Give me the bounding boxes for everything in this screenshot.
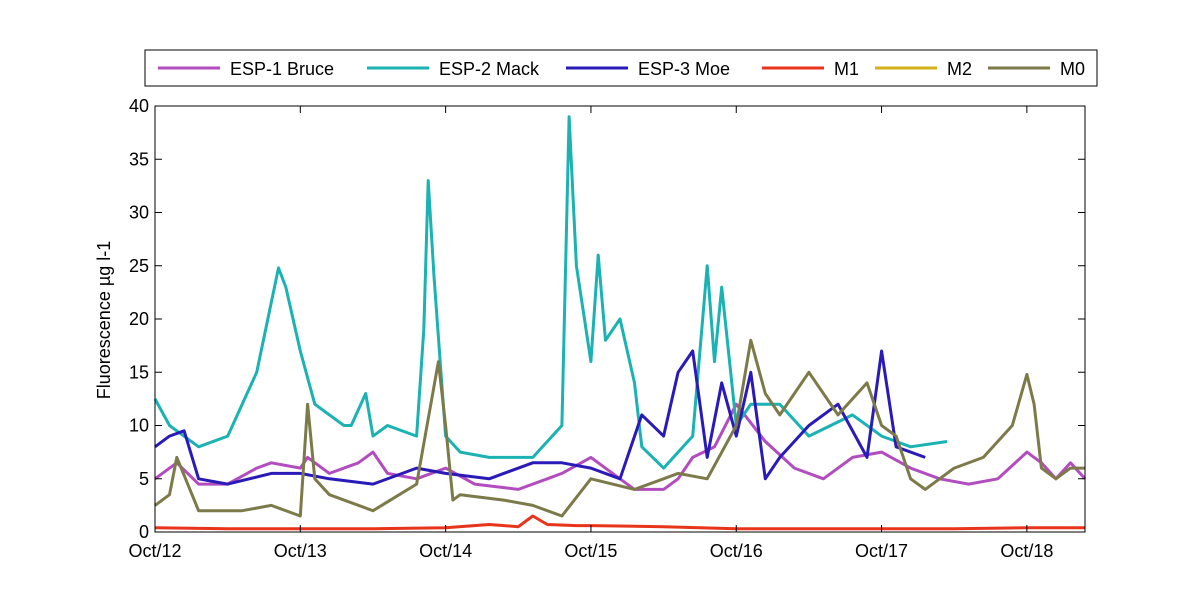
y-tick-label-7: 35 [129, 149, 149, 169]
y-tick-label-3: 15 [129, 362, 149, 382]
x-tick-label-3: Oct/15 [564, 541, 617, 561]
legend: ESP-1 Bruce ESP-2 Mack ESP-3 Moe M1 M2 M0 [144, 49, 1098, 87]
series-line-2 [154, 349, 926, 486]
x-tick-label-5: Oct/17 [855, 541, 908, 561]
ticks-layer: 0 5 10 15 20 25 30 35 40 Oct/12 Oct/13 Oct/14 Oct/15… [128, 96, 1085, 561]
y-tick-label-1: 5 [139, 469, 149, 489]
series-line-1 [153, 115, 948, 470]
series-line-3 [154, 514, 1085, 531]
series-line-5 [154, 338, 1085, 518]
y-tick-label-5: 25 [129, 256, 149, 276]
x-tick-label-2: Oct/14 [419, 541, 472, 561]
legend-label-2: ESP-3 Moe [638, 59, 730, 79]
y-tick-label-8: 40 [129, 96, 149, 116]
y-tick-label-6: 30 [129, 203, 149, 223]
x-tick-label-1: Oct/13 [274, 541, 327, 561]
series-layer [153, 115, 1087, 531]
legend-label-1: ESP-2 Mack [439, 59, 540, 79]
x-tick-label-6: Oct/18 [1000, 541, 1053, 561]
y-tick-label-0: 0 [139, 522, 149, 542]
x-tick-label-4: Oct/16 [710, 541, 763, 561]
y-axis-title: Fluorescence µg l-1 [94, 241, 114, 399]
legend-label-4: M2 [947, 59, 972, 79]
legend-label-0: ESP-1 Bruce [230, 59, 334, 79]
legend-label-5: M0 [1060, 59, 1085, 79]
x-tick-label-0: Oct/12 [128, 541, 181, 561]
y-tick-label-4: 20 [129, 309, 149, 329]
y-tick-label-2: 10 [129, 416, 149, 436]
legend-label-3: M1 [834, 59, 859, 79]
